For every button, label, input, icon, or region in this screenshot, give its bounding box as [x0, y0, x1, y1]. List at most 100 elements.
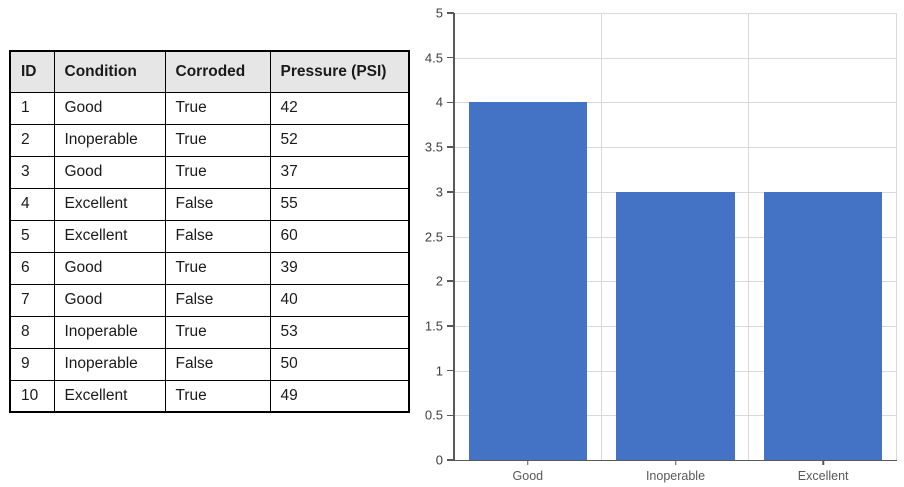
y-gridline	[454, 13, 897, 14]
table-cell: 42	[269, 91, 410, 125]
x-gridline	[748, 13, 750, 460]
table-cell: Excellent	[53, 379, 166, 413]
table-cell: 7	[9, 283, 55, 317]
table-cell: 53	[269, 315, 410, 349]
table-cell: Good	[53, 251, 166, 285]
y-axis-tick-label: 0	[435, 452, 443, 468]
table-cell: Good	[53, 283, 166, 317]
y-axis-tick	[447, 280, 454, 282]
table-cell: True	[164, 379, 271, 413]
table-row: 4 Excellent False 55	[9, 187, 410, 221]
table-cell: Inoperable	[53, 347, 166, 381]
table-row: 8 Inoperable True 53	[9, 315, 410, 349]
table-row: 6 Good True 39	[9, 251, 410, 285]
table-cell: True	[164, 251, 271, 285]
x-axis-tick	[822, 460, 824, 465]
table-cell: Good	[53, 155, 166, 189]
bar-good	[468, 102, 587, 460]
x-gridline	[600, 13, 602, 460]
table-cell: False	[164, 347, 271, 381]
y-axis-tick-label: 4.5	[424, 50, 443, 66]
bar-excellent	[764, 191, 883, 460]
x-axis-category-label: Excellent	[797, 469, 849, 483]
table-cell: True	[164, 123, 271, 157]
y-axis-tick-label: 4	[435, 94, 443, 110]
table-cell: 4	[9, 187, 55, 221]
table-cell: 10	[9, 379, 55, 413]
table-cell: 3	[9, 155, 55, 189]
table-cell: False	[164, 283, 271, 317]
y-axis-tick	[447, 56, 454, 59]
bar-inoperable	[616, 191, 735, 460]
y-axis-tick-label: 2.5	[424, 229, 443, 244]
bar-chart-plot-area: 0 0.5 1 1.5 2 2.5 3 3.5 4 4.5 5 Good Inoperable Excel…	[425, 6, 897, 483]
x-axis-category-label: Inoperable	[645, 469, 706, 483]
table-row: 2 Inoperable True 52	[9, 123, 410, 157]
table-cell: 49	[269, 379, 410, 413]
y-axis-tick	[447, 414, 454, 417]
table-row: 10 Excellent True 49	[9, 379, 410, 413]
table-cell: False	[164, 187, 271, 221]
header-cell-corroded: Corroded	[164, 50, 271, 93]
table-cell: Excellent	[53, 219, 166, 253]
x-axis-tick	[674, 460, 677, 465]
header-cell-condition: Condition	[53, 50, 166, 93]
y-axis-tick	[447, 146, 454, 148]
table-cell: 40	[269, 283, 410, 317]
table-cell: 2	[9, 123, 55, 157]
y-axis-tick	[447, 235, 454, 238]
y-gridline	[454, 102, 897, 104]
table-cell: 8	[9, 315, 55, 349]
y-axis-tick-label: 1.5	[424, 318, 443, 334]
y-axis-line	[453, 13, 455, 460]
table-cell: 9	[9, 347, 55, 381]
table-cell: True	[164, 315, 271, 349]
header-cell-id: ID	[9, 50, 55, 93]
table-cell: False	[164, 219, 271, 253]
table-head: ID Condition Corroded Pressure (PSI)	[9, 50, 410, 93]
y-axis-tick-label: 3.5	[424, 139, 443, 155]
table-cell: Inoperable	[53, 123, 166, 157]
y-axis-tick	[447, 12, 454, 14]
y-gridline	[454, 57, 897, 59]
table-cell: Excellent	[53, 187, 166, 221]
table-cell: 39	[269, 251, 410, 285]
y-axis-tick-label: 0.5	[424, 407, 443, 423]
table-row: 5 Excellent False 60	[9, 219, 410, 253]
y-axis-tick	[447, 191, 454, 193]
table-cell: 1	[9, 91, 55, 125]
y-axis-tick-label: 2	[435, 273, 443, 289]
y-axis-tick	[447, 325, 454, 327]
table-body: 1 Good True 42 2 Inoperable True 52 3 Good True 37 4…	[9, 91, 410, 413]
table-header-row: ID Condition Corroded Pressure (PSI)	[9, 50, 410, 93]
y-axis-tick	[447, 369, 454, 372]
y-axis-tick	[447, 101, 454, 104]
y-gridline	[454, 147, 897, 149]
table-cell: 52	[269, 123, 410, 157]
table-cell: True	[164, 91, 271, 125]
table-cell: 55	[269, 187, 410, 221]
table-cell: Good	[53, 91, 166, 125]
table-cell: 50	[269, 347, 410, 381]
table-row: 7 Good False 40	[9, 283, 410, 317]
table-cell: True	[164, 155, 271, 189]
table-row: 3 Good True 37	[9, 155, 410, 189]
x-axis-tick	[527, 460, 529, 465]
x-gridline	[896, 13, 897, 460]
header-cell-pressure: Pressure (PSI)	[269, 50, 410, 93]
pipes-table: ID Condition Corroded Pressure (PSI) 1 Go…	[9, 50, 410, 413]
y-axis-tick-label: 3	[435, 184, 443, 200]
table-cell: 6	[9, 251, 55, 285]
table-row: 1 Good True 42	[9, 91, 410, 125]
x-axis-category-label: Good	[512, 469, 544, 483]
y-axis-tick-label: 5	[435, 5, 443, 21]
x-axis-line	[453, 459, 897, 461]
y-axis-tick-label: 1	[435, 363, 443, 379]
table-cell: Inoperable	[53, 315, 166, 349]
table-cell: 60	[269, 219, 410, 253]
y-axis-tick	[447, 459, 454, 461]
table-cell: 37	[269, 155, 410, 189]
table-cell: 5	[9, 219, 55, 253]
table-row: 9 Inoperable False 50	[9, 347, 410, 381]
